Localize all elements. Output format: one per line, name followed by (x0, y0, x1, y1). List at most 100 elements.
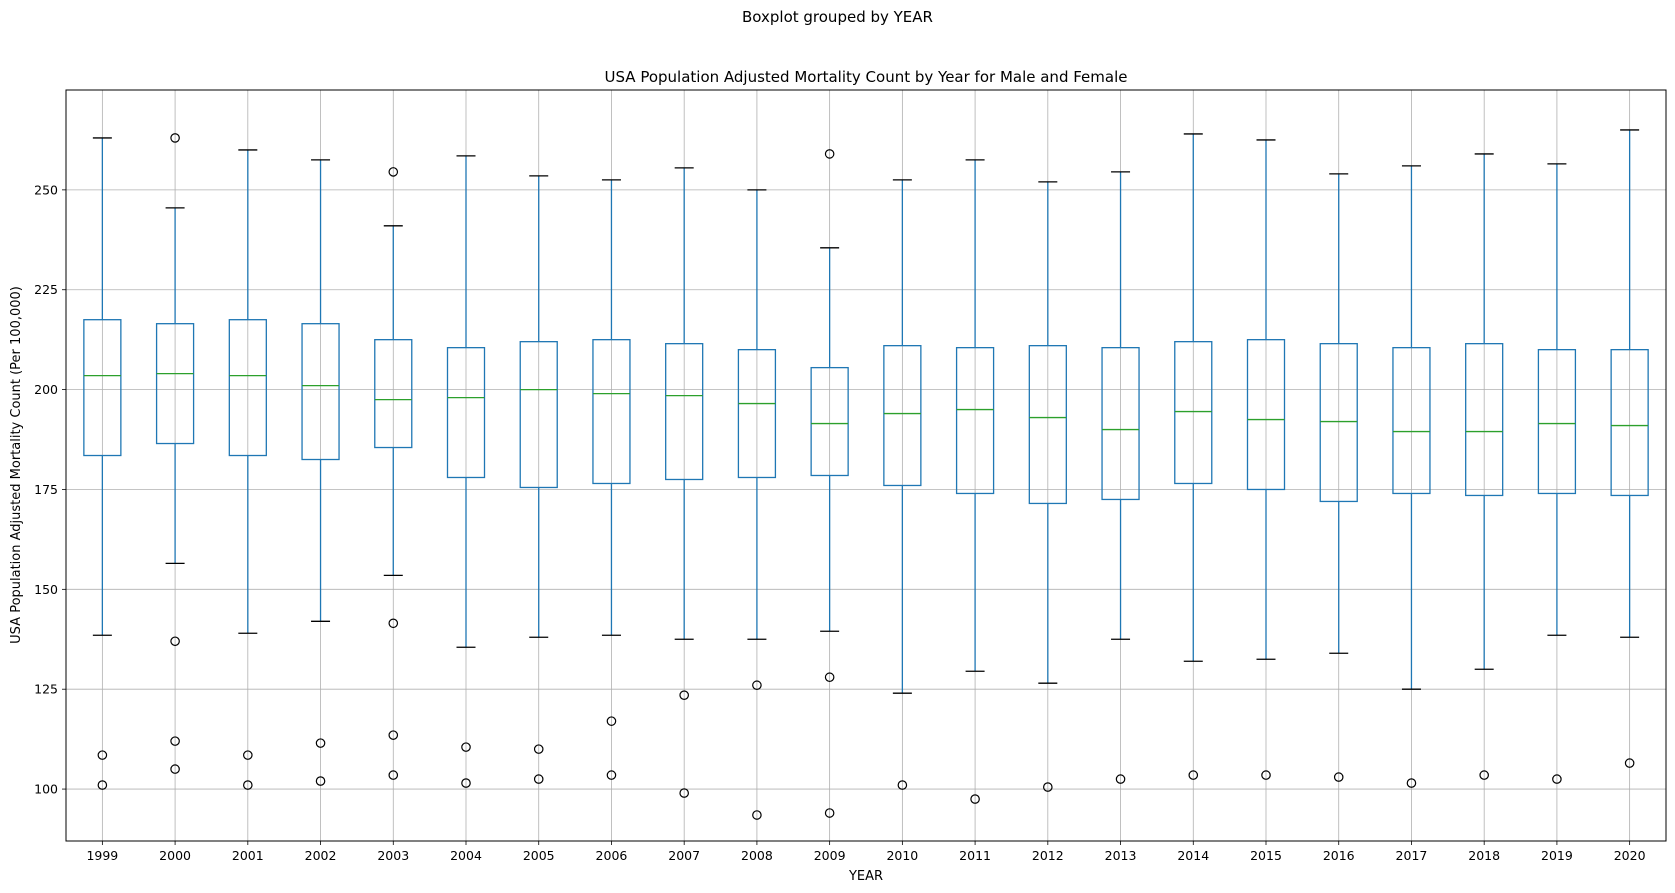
box-2000 (155, 133, 195, 774)
flier-point (97, 780, 108, 790)
x-tick-label: 2000 (159, 848, 191, 863)
x-tick-label: 2005 (523, 848, 555, 863)
flier-point (170, 133, 180, 143)
flier-point (679, 788, 689, 798)
flier-point (679, 690, 689, 700)
flier-point (824, 808, 835, 818)
iqr-box (1246, 339, 1286, 491)
flier-point (606, 770, 617, 780)
flier-point (752, 680, 762, 691)
y-tick-label: 200 (34, 382, 58, 397)
box-2010 (883, 179, 922, 790)
box-2020 (1610, 129, 1649, 768)
x-tick-label: 2007 (668, 848, 700, 863)
flier-point (1261, 770, 1271, 780)
x-tick-label: 2004 (450, 848, 482, 863)
iqr-box (810, 366, 849, 477)
flier-point (388, 730, 399, 740)
iqr-box (1537, 349, 1577, 495)
iqr-box (374, 339, 413, 449)
flier-point (170, 764, 180, 774)
box-2016 (1319, 173, 1358, 782)
flier-point (1188, 770, 1199, 780)
box-2019 (1537, 163, 1577, 784)
x-tick-label: 2013 (1105, 848, 1137, 863)
iqr-box (446, 347, 486, 479)
box-2008 (737, 189, 777, 820)
iqr-box (155, 323, 195, 445)
iqr-box (228, 319, 267, 457)
x-tick-label: 2003 (377, 848, 409, 863)
box-2011 (955, 159, 995, 804)
x-tick-label: 2015 (1250, 848, 1282, 863)
iqr-box (83, 319, 122, 457)
flier-point (824, 672, 835, 683)
box-2006 (592, 179, 631, 780)
box-2002 (301, 159, 340, 786)
flier-point (1115, 774, 1126, 784)
box-1999 (83, 137, 122, 790)
y-tick-label: 250 (34, 182, 58, 197)
y-tick-label: 100 (34, 782, 58, 797)
x-tick-label: 2014 (1177, 848, 1209, 863)
boxes-layer (83, 129, 1649, 820)
iqr-box (665, 343, 704, 481)
y-ticks: 100 125 150 175 200 225 250 (34, 182, 66, 797)
iqr-box (737, 349, 777, 479)
chart-title: USA Population Adjusted Mortality Count … (605, 68, 1128, 86)
iqr-box (1101, 347, 1140, 501)
flier-point (170, 636, 180, 647)
x-tick-label: 1999 (86, 848, 118, 863)
flier-point (897, 780, 908, 790)
flier-point (97, 750, 108, 760)
flier-point (1552, 774, 1562, 784)
x-tick-label: 2011 (959, 848, 991, 863)
flier-point (388, 167, 399, 177)
iqr-box (1319, 343, 1358, 503)
chart-suptitle: Boxplot grouped by YEAR (742, 8, 933, 26)
box-2009 (810, 149, 849, 818)
y-tick-label: 125 (34, 682, 58, 697)
flier-point (461, 778, 471, 788)
iqr-box (1174, 341, 1213, 485)
flier-point (170, 736, 180, 746)
box-2001 (228, 149, 267, 790)
box-2005 (519, 175, 558, 784)
flier-point (1333, 772, 1344, 782)
flier-point (824, 149, 835, 159)
y-tick-label: 225 (34, 282, 58, 297)
box-2007 (665, 167, 704, 798)
x-tick-label: 2008 (741, 848, 773, 863)
iqr-box (1610, 349, 1649, 497)
x-tick-label: 2020 (1614, 848, 1646, 863)
box-2003 (374, 167, 413, 780)
box-2014 (1174, 133, 1213, 780)
flier-point (388, 770, 399, 780)
flier-point (1624, 758, 1635, 768)
iqr-box (301, 323, 340, 461)
iqr-box (1028, 345, 1067, 505)
x-tick-label: 2002 (305, 848, 337, 863)
x-tick-label: 2019 (1541, 848, 1573, 863)
flier-point (1479, 770, 1489, 780)
box-2004 (446, 155, 486, 788)
iqr-box (1465, 343, 1504, 497)
x-tick-label: 2010 (886, 848, 918, 863)
flier-point (315, 776, 326, 786)
flier-point (243, 750, 253, 760)
flier-point (388, 618, 399, 629)
x-tick-label: 2017 (1396, 848, 1428, 863)
flier-point (533, 774, 544, 784)
y-tick-label: 150 (34, 582, 58, 597)
x-tick-label: 2012 (1032, 848, 1064, 863)
iqr-box (592, 339, 631, 485)
box-2018 (1465, 153, 1504, 780)
flier-point (1043, 782, 1053, 792)
box-2013 (1101, 171, 1140, 784)
flier-point (533, 744, 544, 754)
box-2012 (1028, 181, 1067, 792)
box-2015 (1246, 139, 1286, 780)
plot-frame (65, 89, 1667, 842)
x-tick-label: 2009 (814, 848, 846, 863)
